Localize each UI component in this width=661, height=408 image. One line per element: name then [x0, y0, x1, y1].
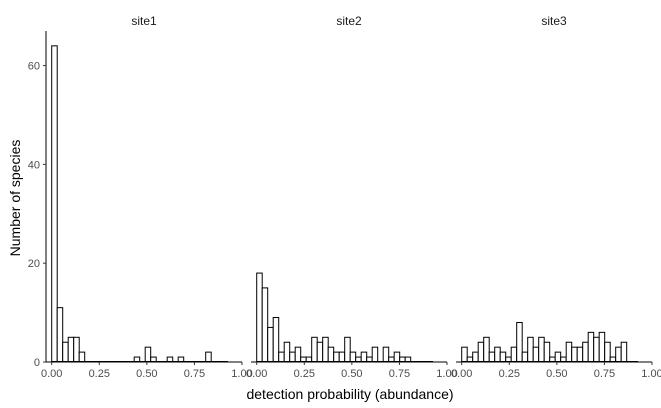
histogram-bar: [205, 351, 212, 363]
histogram-bar: [322, 336, 329, 362]
histogram-bar: [499, 351, 507, 363]
histogram-bar: [166, 356, 174, 362]
histogram-bar: [582, 341, 589, 362]
histogram-bar: [576, 346, 584, 363]
histogram-bar: [333, 351, 340, 363]
histogram-bar: [261, 287, 269, 362]
y-axis-title: Number of species: [7, 140, 23, 257]
histogram-bar: [67, 336, 75, 362]
histogram-bar: [355, 356, 362, 362]
histogram-bar: [349, 351, 357, 363]
x-tick-label: 0.25: [499, 368, 520, 380]
x-tick-label: 0.50: [136, 368, 157, 380]
histogram-bar: [554, 351, 562, 363]
x-tick-label: 1.00: [436, 368, 457, 380]
y-tick-label: 40: [28, 159, 40, 171]
y-tick-label: 60: [28, 61, 40, 73]
histogram-bar: [609, 356, 617, 362]
x-axis-title: detection probability (abundance): [246, 386, 453, 402]
histogram-bar: [371, 346, 379, 363]
histogram-bar: [256, 272, 263, 362]
histogram-bar: [604, 341, 611, 362]
x-tick-label: 0.50: [546, 368, 567, 380]
histogram-bar: [278, 351, 285, 363]
x-tick-label: 0.75: [594, 368, 615, 380]
x-tick-label: 0.00: [246, 368, 267, 380]
histogram-bar: [399, 356, 406, 362]
histogram-bar: [488, 351, 496, 363]
histogram-bar: [521, 351, 529, 363]
histogram-bar: [150, 356, 157, 362]
histogram-bar: [294, 346, 302, 363]
histogram-bar: [466, 356, 474, 362]
histogram-bar: [338, 351, 346, 363]
histogram-bar: [366, 356, 373, 362]
histogram-bar: [587, 331, 595, 363]
histogram-bar: [393, 351, 401, 363]
histogram-bar: [316, 341, 324, 362]
histogram-bar: [300, 356, 307, 362]
histogram-bar: [267, 326, 274, 362]
x-tick-label: 0.25: [294, 368, 315, 380]
histogram-bar: [560, 356, 567, 362]
x-tick-label: 1.00: [231, 368, 252, 380]
histogram-bar: [477, 341, 485, 362]
x-tick-label: 0.00: [41, 368, 62, 380]
y-tick-label: 0: [34, 357, 40, 369]
histogram-bar: [543, 341, 551, 362]
histogram-bar: [593, 336, 600, 362]
histogram-bar: [598, 331, 606, 363]
histogram-bar: [382, 346, 390, 363]
x-tick-label: 0.75: [389, 368, 410, 380]
facet-strip-label: site2: [336, 14, 362, 28]
histogram-bar: [472, 351, 479, 363]
histogram-bar: [51, 45, 58, 363]
x-tick-label: 0.00: [451, 368, 472, 380]
histogram-bar: [344, 336, 351, 362]
histogram-bar: [549, 356, 556, 362]
histogram-bar: [272, 317, 280, 363]
histogram-bar: [305, 356, 313, 362]
histogram-bar: [289, 351, 296, 363]
facet-strip-label: site3: [541, 14, 567, 28]
histogram-bar: [620, 341, 628, 362]
histogram-bar: [133, 356, 141, 362]
facet-strip-label: site1: [131, 14, 157, 28]
x-tick-label: 0.75: [184, 368, 205, 380]
histogram-bar: [461, 346, 468, 363]
histogram-bar: [404, 356, 412, 362]
histogram-bar: [62, 341, 69, 362]
histogram-bar: [505, 356, 512, 362]
y-tick-label: 20: [28, 258, 40, 270]
histogram-bar: [565, 341, 573, 362]
x-tick-label: 0.25: [89, 368, 110, 380]
facet-panel-site3: site3 0.00 0.25 0.50 0.75 1.00: [451, 14, 661, 380]
histogram-bar: [360, 351, 368, 363]
histogram-bar: [483, 336, 490, 362]
facet-panel-site1: site1 0.00 0.25 0.50 0.75 1.00: [41, 14, 253, 380]
histogram-bar: [327, 346, 335, 363]
histogram-bar: [510, 346, 518, 363]
histogram-bar: [516, 321, 523, 362]
histogram-bar: [73, 336, 80, 362]
histogram-bar: [615, 346, 622, 363]
histogram-bar: [283, 341, 291, 362]
histogram-bar: [538, 336, 545, 362]
histogram-bar: [78, 351, 86, 363]
histogram-bar: [56, 307, 64, 362]
histogram-bar: [571, 346, 578, 363]
histogram-bar: [532, 346, 540, 363]
facet-panels: site1 0.00 0.25 0.50 0.75 1.00 site2 0.00 0.25 0.…: [41, 14, 661, 380]
histogram-bar: [177, 356, 185, 362]
y-axis: 0 20 40 60: [28, 31, 47, 369]
histogram-bar: [388, 356, 395, 362]
facet-panel-site2: site2 0.00 0.25 0.50 0.75 1.00: [246, 14, 458, 380]
histogram-bar: [494, 346, 501, 363]
histogram-bar: [311, 336, 318, 362]
x-tick-label: 1.00: [641, 368, 661, 380]
x-tick-label: 0.50: [341, 368, 362, 380]
histogram-bar: [527, 336, 534, 362]
histogram-bar: [144, 346, 152, 363]
